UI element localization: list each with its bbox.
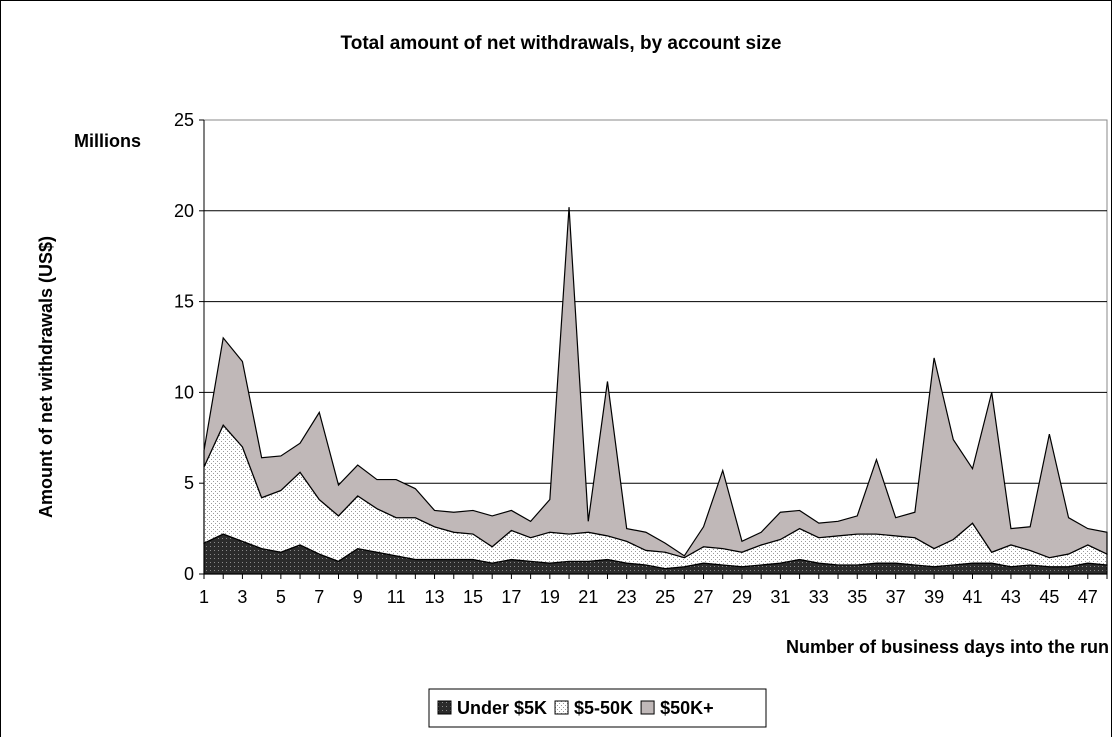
x-tick-labels: 1 3 5 7 9 11 13 15 17 19 21 23 25 27 29 31 33 35 37 39 41 43 4… (199, 574, 1108, 607)
legend-label-0: Under $5K (457, 698, 547, 718)
x-tick-label: 19 (540, 587, 560, 607)
y-tick-label: 5 (184, 473, 194, 493)
x-tick-label: 1 (199, 587, 209, 607)
x-tick-label: 39 (924, 587, 944, 607)
legend: Under $5K $5-50K $50K+ (428, 688, 767, 728)
x-tick-label: 45 (1039, 587, 1059, 607)
legend-label-2: $50K+ (660, 698, 714, 718)
x-tick-label: 37 (886, 587, 906, 607)
legend-swatch-2 (640, 700, 655, 715)
y-axis-label: Amount of net withdrawals (US$) (36, 236, 56, 518)
y-unit-label: Millions (74, 131, 141, 151)
x-tick-label: 7 (314, 587, 324, 607)
legend-swatch-0 (437, 700, 452, 715)
axes (203, 120, 1107, 575)
x-tick-label: 15 (463, 587, 483, 607)
legend-swatch-1 (554, 700, 569, 715)
x-tick-label: 43 (1001, 587, 1021, 607)
x-tick-label: 27 (694, 587, 714, 607)
y-tick-label: 20 (174, 201, 194, 221)
x-tick-label: 11 (387, 587, 406, 607)
area-series-group (203, 207, 1108, 575)
x-tick-label: 35 (847, 587, 867, 607)
legend-box (428, 688, 767, 728)
x-tick-label: 9 (353, 587, 363, 607)
x-tick-label: 25 (655, 587, 675, 607)
x-tick-label: 21 (578, 587, 598, 607)
y-tick-label: 25 (174, 110, 194, 130)
x-tick-label: 47 (1078, 587, 1098, 607)
x-tick-label: 33 (809, 587, 829, 607)
x-tick-label: 29 (732, 587, 752, 607)
area-series-2 (203, 207, 1108, 559)
x-axis-label: Number of business days into the run (786, 637, 1109, 657)
grid-lines (204, 210, 1107, 484)
x-tick-label: 23 (617, 587, 637, 607)
y-tick-label: 0 (184, 564, 194, 584)
x-tick-label: 3 (237, 587, 247, 607)
y-tick-labels: 0 5 10 15 20 25 (174, 110, 204, 584)
legend-label-1: $5-50K (574, 698, 633, 718)
y-tick-label: 10 (174, 382, 194, 402)
x-tick-label: 13 (425, 587, 445, 607)
x-tick-label: 17 (501, 587, 521, 607)
x-tick-label: 41 (962, 587, 982, 607)
x-tick-label: 5 (276, 587, 286, 607)
chart-title: Total amount of net withdrawals, by acco… (341, 33, 782, 54)
x-tick-label: 31 (770, 587, 790, 607)
y-tick-label: 15 (174, 292, 194, 312)
